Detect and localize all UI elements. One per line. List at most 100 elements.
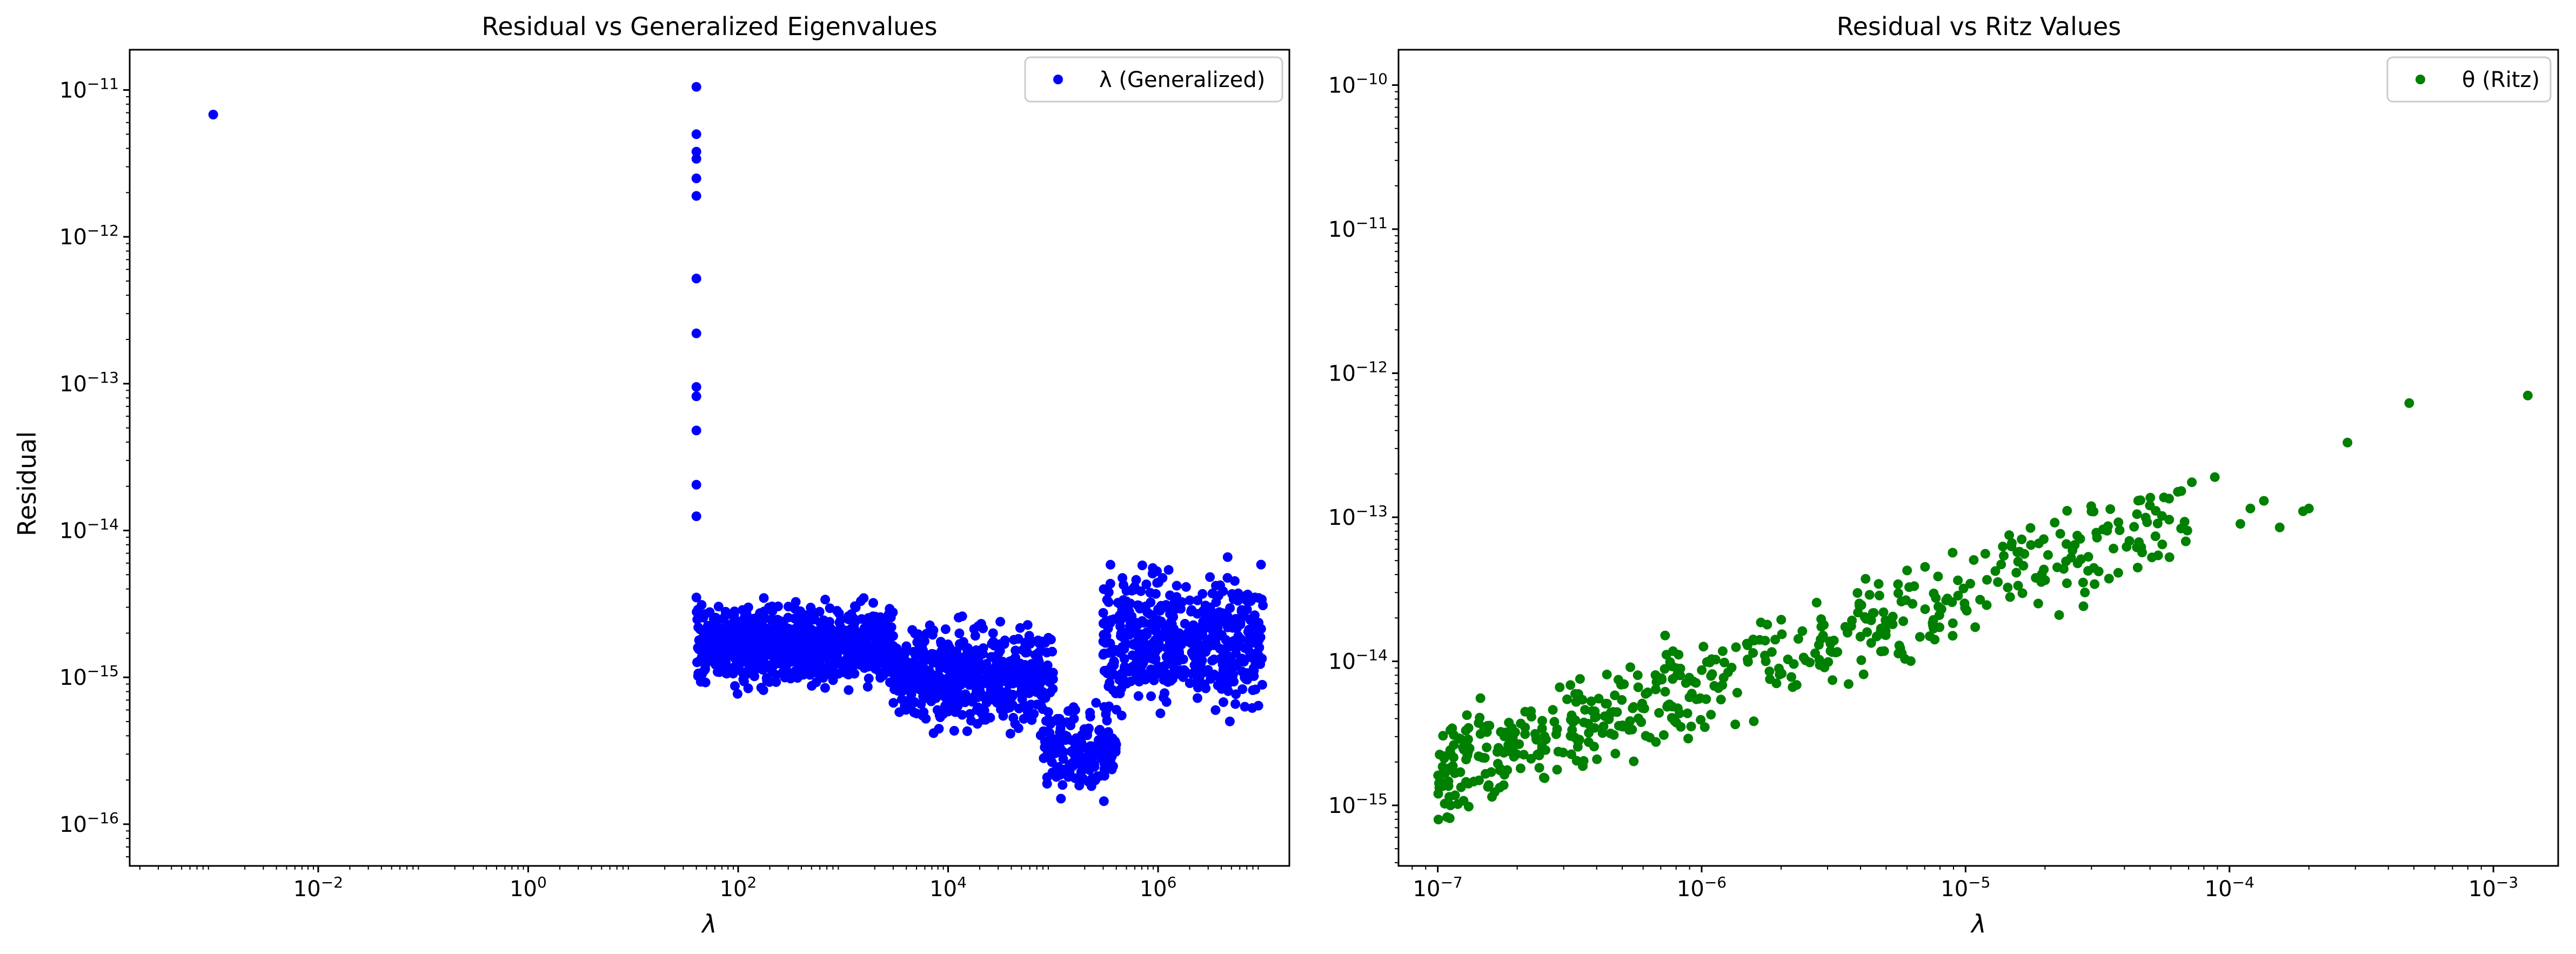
chart-0-point-1207 [989, 639, 999, 650]
chart-0-point-1661 [1256, 559, 1266, 570]
chart-1-point-455 [2157, 511, 2167, 521]
chart-0-point-785 [738, 637, 748, 647]
chart-0-point-2006 [1173, 630, 1182, 639]
chart-1-point-155 [1515, 763, 1525, 773]
chart-1-point-111 [1540, 731, 1550, 742]
chart-0-point-1911 [1118, 642, 1127, 652]
chart-0-point-1780 [1178, 672, 1188, 682]
chart-0-point-1530 [1095, 735, 1105, 745]
chart-0-point-1987 [1209, 622, 1219, 632]
chart-0-point-928 [1011, 645, 1021, 656]
chart-0-point-1523 [1091, 698, 1101, 708]
chart-0-point-1461 [1056, 793, 1066, 804]
chart-0-point-735 [758, 665, 768, 675]
chart-1-point-467 [1509, 752, 1519, 762]
chart-0-point-710 [828, 651, 839, 661]
chart-0-point-1292 [996, 704, 1006, 715]
chart-1-point-367 [1675, 708, 1685, 718]
chart-0-point-1988 [1154, 642, 1164, 652]
chart-0-point-628 [713, 602, 724, 612]
chart-0-point-1710 [1205, 572, 1215, 582]
chart-1-point-279 [1969, 555, 1979, 565]
chart-0-point-1514 [1071, 751, 1081, 761]
chart-0-point-823 [1015, 623, 1025, 633]
chart-0-point-1473 [1052, 713, 1062, 724]
chart-1-point-313 [1548, 705, 1558, 715]
chart-1-point-510 [1990, 566, 2000, 576]
chart-0-point-1506 [1078, 741, 1088, 751]
chart-0-point-811 [855, 596, 866, 606]
chart-0-point-1984 [1219, 613, 1229, 624]
chart-1-point-68 [1933, 571, 1943, 582]
chart-1-point-378 [1628, 703, 1638, 713]
chart-0-point-1358 [1025, 635, 1035, 645]
chart-0-point-1996 [1166, 617, 1176, 627]
chart-0-point-667 [839, 641, 849, 651]
chart-1-point-517 [1993, 577, 2003, 587]
chart-0-point-1359 [1033, 673, 1043, 684]
chart-0-point-1999 [1119, 599, 1128, 610]
chart-0-point-1941 [1193, 693, 1202, 703]
chart-1-point-526 [1497, 765, 1508, 776]
chart-1-point-408 [1709, 681, 1719, 691]
chart-0-point-1290 [1048, 668, 1058, 678]
chart-1-point-459 [1651, 737, 1661, 747]
chart-1-point-215 [1450, 790, 1460, 800]
chart-0-point-793 [802, 663, 812, 673]
chart-1-point-325 [1440, 768, 1450, 778]
chart-0-point-501 [730, 681, 740, 691]
chart-0-point-2022 [1227, 637, 1237, 647]
chart-0-point-6 [691, 191, 701, 201]
chart-0-point-1796 [1242, 604, 1252, 615]
chart-0-point-8 [691, 328, 701, 338]
chart-0-point-465 [814, 606, 825, 617]
chart-1-point-76 [1920, 562, 1930, 572]
chart-0-point-4 [691, 154, 701, 164]
chart-1-point-22 [1633, 682, 1643, 692]
chart-0-point-1347 [951, 695, 961, 705]
chart-0-point-1513 [1058, 780, 1068, 790]
chart-0-point-2025 [1195, 656, 1205, 666]
chart-0-point-2 [691, 129, 701, 139]
chart-0-point-2030 [1193, 595, 1203, 605]
chart-1-point-352 [1881, 619, 1891, 629]
chart-1-point-309 [1730, 719, 1741, 730]
chart-1-point-341 [2090, 579, 2100, 589]
chart-1-point-491 [1566, 749, 1576, 759]
chart-0-point-2004 [1192, 609, 1202, 619]
chart-1-point-119 [1580, 705, 1590, 715]
chart-0-point-809 [792, 642, 802, 652]
chart-1-point-38 [2132, 563, 2143, 573]
chart-1-point-489 [1876, 626, 1886, 636]
chart-0-point-681 [798, 634, 808, 644]
chart-0-point-778 [795, 610, 805, 621]
chart-0-point-2032 [1228, 669, 1238, 679]
chart-1-point-514 [1495, 783, 1505, 793]
chart-1-point-416 [1749, 716, 1759, 726]
chart-1-point-524 [1897, 648, 1907, 658]
chart-1-point-364 [2105, 504, 2116, 514]
chart-1-point-2 [2235, 519, 2245, 529]
chart-1-point-504 [1639, 703, 1649, 713]
chart-0-point-1206 [957, 710, 967, 720]
chart-0-point-1524 [1092, 771, 1102, 782]
chart-0-point-1247 [925, 620, 935, 630]
chart-0-point-1357 [1015, 688, 1026, 698]
chart-0-point-1177 [888, 651, 899, 662]
chart-1-point-450 [1840, 622, 1850, 632]
chart-0-point-1975 [1115, 621, 1125, 631]
chart-0-point-729 [727, 609, 737, 619]
chart-0-point-1338 [1032, 699, 1042, 710]
chart-0-point-2049 [1098, 650, 1108, 660]
chart-1-point-216 [1665, 657, 1675, 667]
chart-1-point-164 [1893, 588, 1903, 598]
chart-0-point-1703 [1172, 581, 1182, 591]
chart-1-point-512 [1847, 615, 1857, 625]
chart-0-point-407 [739, 676, 749, 686]
chart-1-points [1433, 390, 2533, 825]
chart-1-point-382 [1573, 689, 1583, 699]
chart-0-point-1251 [1021, 648, 1031, 658]
chart-1-point-0 [2187, 477, 2197, 488]
chart-1-point-258 [2018, 561, 2029, 571]
